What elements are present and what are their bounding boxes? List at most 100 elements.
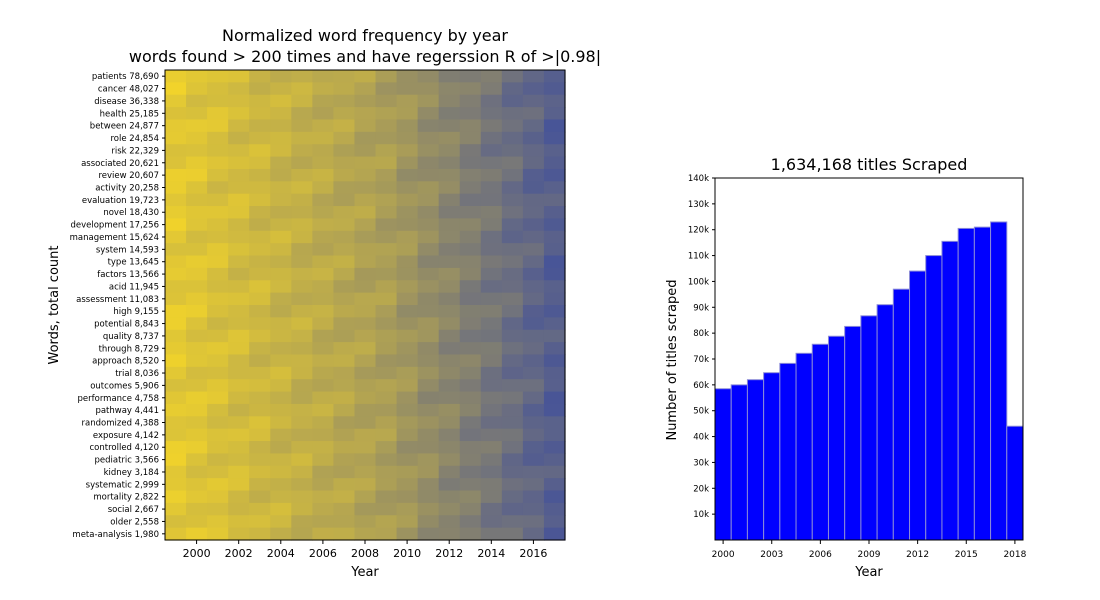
heatmap-cell bbox=[165, 502, 187, 516]
heatmap-cell bbox=[543, 94, 566, 108]
heatmap-row-label: evaluation 19,723 bbox=[82, 196, 159, 206]
heatmap-cell bbox=[186, 305, 208, 318]
heatmap-cell bbox=[333, 144, 356, 158]
heatmap-cell bbox=[375, 342, 398, 356]
heatmap-cell bbox=[333, 391, 356, 405]
heatmap-cell bbox=[522, 490, 545, 504]
heatmap-cell bbox=[480, 230, 503, 244]
heatmap-cell bbox=[396, 366, 419, 380]
heatmap-cell bbox=[249, 206, 271, 220]
heatmap-cell bbox=[501, 267, 524, 281]
heatmap-cell bbox=[228, 243, 250, 257]
heatmap-cell bbox=[249, 119, 271, 133]
heatmap-cell bbox=[501, 403, 524, 417]
heatmap-cell bbox=[375, 403, 398, 417]
heatmap-cell bbox=[438, 490, 461, 504]
heatmap-cell bbox=[270, 490, 292, 504]
heatmap-cell bbox=[459, 94, 482, 108]
heatmap-cell bbox=[438, 156, 461, 170]
heatmap-cell bbox=[165, 70, 187, 83]
heatmap-cell bbox=[543, 515, 566, 529]
heatmap-cell bbox=[417, 342, 440, 356]
heatmap-cell bbox=[438, 82, 461, 96]
heatmap-cell bbox=[228, 292, 250, 306]
heatmap-cell bbox=[333, 131, 356, 145]
heatmap-row-label: systematic 2,999 bbox=[86, 480, 159, 490]
heatmap-cell bbox=[522, 465, 545, 479]
heatmap-cell bbox=[312, 490, 335, 504]
heatmap-cell bbox=[207, 515, 229, 529]
heatmap-cell bbox=[165, 515, 187, 529]
heatmap-cell bbox=[165, 490, 187, 504]
heatmap-cell bbox=[354, 168, 377, 182]
heatmap-cell bbox=[312, 243, 335, 257]
heatmap-cell bbox=[270, 280, 292, 294]
heatmap-cell bbox=[459, 107, 482, 121]
heatmap-cell bbox=[270, 292, 292, 306]
heatmap-cell bbox=[207, 94, 229, 108]
heatmap-cell bbox=[165, 329, 187, 343]
heatmap-row-label: quality 8,737 bbox=[103, 332, 159, 342]
heatmap-cell bbox=[354, 156, 377, 170]
heatmap-cell bbox=[186, 453, 208, 467]
heatmap-cell bbox=[396, 354, 419, 368]
heatmap-cell bbox=[438, 478, 461, 492]
heatmap-cell bbox=[354, 206, 377, 220]
heatmap-cell bbox=[417, 94, 440, 108]
heatmap-cell bbox=[396, 465, 419, 479]
heatmap-cell bbox=[417, 70, 440, 83]
heatmap-cell bbox=[354, 354, 377, 368]
heatmap-cell bbox=[459, 267, 482, 281]
heatmap-cell bbox=[480, 329, 503, 343]
heatmap-cell bbox=[207, 82, 229, 96]
heatmap-cell bbox=[333, 478, 356, 492]
heatmap-cell bbox=[375, 255, 398, 269]
heatmap-cell bbox=[186, 82, 208, 96]
heatmap-cell bbox=[501, 490, 524, 504]
heatmap-cell bbox=[186, 156, 208, 170]
heatmap-cell bbox=[501, 453, 524, 467]
heatmap-cell bbox=[459, 156, 482, 170]
heatmap-cell bbox=[417, 119, 440, 133]
heatmap-cell bbox=[333, 230, 356, 244]
heatmap-cell bbox=[459, 478, 482, 492]
heatmap-cell bbox=[207, 267, 229, 281]
heatmap-cell bbox=[417, 255, 440, 269]
heatmap-cell bbox=[186, 94, 208, 108]
heatmap-cell bbox=[438, 280, 461, 294]
heatmap-cell bbox=[312, 292, 335, 306]
heatmap-cell bbox=[375, 131, 398, 145]
heatmap-cell bbox=[333, 292, 356, 306]
heatmap-cell bbox=[291, 156, 313, 170]
heatmap-cell bbox=[186, 181, 208, 195]
heatmap-cell bbox=[459, 131, 482, 145]
heatmap-cell bbox=[312, 416, 335, 430]
heatmap-row-label: type 13,645 bbox=[108, 258, 159, 268]
heatmap-cell bbox=[354, 255, 377, 269]
heatmap-cell bbox=[396, 441, 419, 455]
heatmap-cell bbox=[186, 366, 208, 380]
heatmap-row-label: approach 8,520 bbox=[92, 357, 159, 367]
heatmap-row-label: exposure 4,142 bbox=[93, 431, 159, 441]
heatmap-cell bbox=[207, 206, 229, 220]
heatmap-cell bbox=[186, 255, 208, 269]
heatmap-cell bbox=[438, 366, 461, 380]
heatmap-cell bbox=[522, 428, 545, 442]
heatmap-cell bbox=[375, 317, 398, 331]
heatmap-cell bbox=[333, 119, 356, 133]
heatmap-cell bbox=[438, 515, 461, 529]
heatmap-cell bbox=[228, 453, 250, 467]
heatmap-cell bbox=[459, 305, 482, 318]
heatmap-cell bbox=[480, 490, 503, 504]
heatmap-cell bbox=[354, 218, 377, 232]
heatmap-cell bbox=[501, 428, 524, 442]
heatmap-cell bbox=[249, 366, 271, 380]
heatmap-cell bbox=[480, 206, 503, 220]
heatmap-cell bbox=[165, 206, 187, 220]
heatmap-cell bbox=[270, 230, 292, 244]
heatmap-cell bbox=[354, 305, 377, 318]
heatmap-cell bbox=[501, 391, 524, 405]
heatmap-row-label: performance 4,758 bbox=[78, 394, 159, 404]
heatmap-cell bbox=[207, 428, 229, 442]
bar-y-axis-label: Number of titles scraped bbox=[665, 279, 680, 440]
